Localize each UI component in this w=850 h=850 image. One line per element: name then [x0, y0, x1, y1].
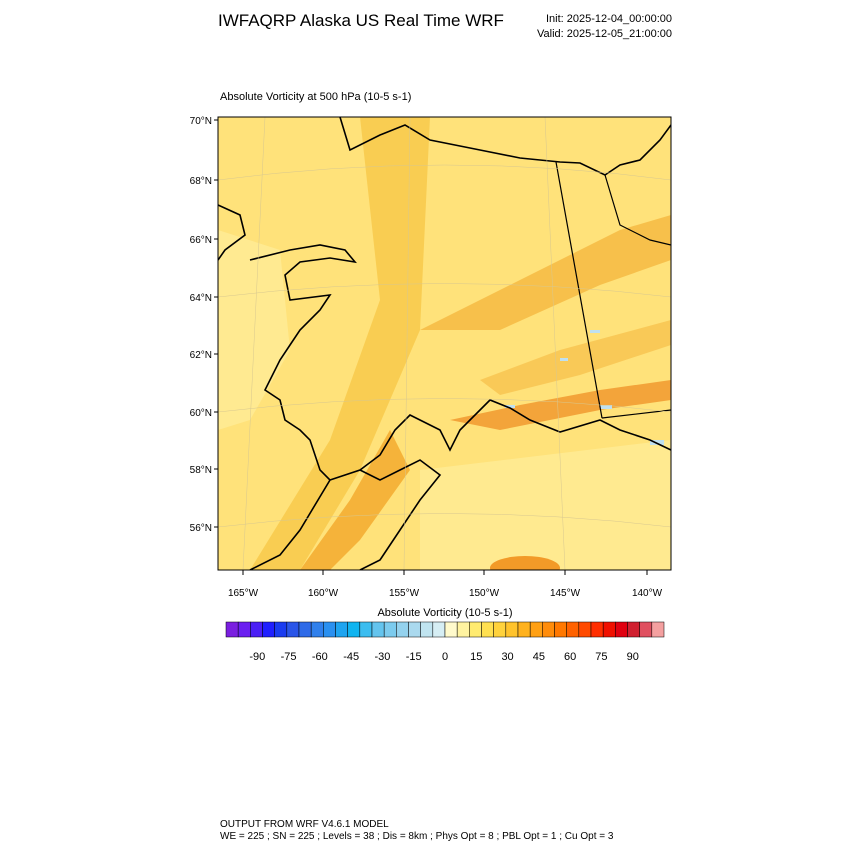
map-title: Absolute Vorticity at 500 hPa (10-5 s-1): [220, 91, 411, 103]
colorbar-swatch: [237, 621, 251, 638]
colorbar-swatch: [615, 621, 628, 638]
colorbar-swatch: [286, 621, 300, 638]
colorbar-swatch: [359, 621, 373, 638]
colorbar-tick-label: -90: [249, 651, 265, 663]
lat-label: 58°N: [190, 465, 212, 476]
colorbar-swatch: [456, 621, 470, 638]
lat-label: 62°N: [190, 350, 212, 361]
colorbar-swatch: [554, 621, 567, 638]
lat-label: 64°N: [190, 293, 212, 304]
colorbar-swatch: [651, 621, 665, 638]
colorbar-swatch: [517, 621, 531, 638]
colorbar-swatch: [566, 621, 580, 638]
colorbar-swatch: [602, 621, 616, 638]
colorbar-swatch: [323, 621, 336, 638]
colorbar-tick-label: -15: [406, 651, 422, 663]
colorbar-tick-label: 90: [627, 651, 639, 663]
footer-line: OUTPUT FROM WRF V4.6.1 MODEL: [220, 819, 389, 830]
colorbar-tick-label: 0: [442, 651, 448, 663]
colorbar-swatch: [493, 621, 507, 638]
colorbar-swatch: [396, 621, 409, 638]
colorbar-tick-label: 15: [470, 651, 482, 663]
colorbar-swatch: [347, 621, 361, 638]
lon-label: 145°W: [550, 588, 581, 599]
colorbar-tick-label: -45: [343, 651, 359, 663]
colorbar-swatch: [262, 621, 275, 638]
colorbar-tick-label: 60: [564, 651, 576, 663]
colorbar-tick-label: 30: [501, 651, 513, 663]
colorbar-swatch: [298, 621, 312, 638]
map-frame: [217, 116, 672, 571]
colorbar-swatch: [383, 621, 397, 638]
colorbar-tick-label: -30: [374, 651, 390, 663]
colorbar-swatch: [542, 621, 555, 638]
init-time: Init: 2025-12-04_00:00:00: [546, 13, 672, 25]
colorbar-swatch: [225, 621, 239, 638]
colorbar: -90 -75 -60 -45 -30 -15 0 15 30 45 60 75 90: [225, 621, 665, 663]
lat-label: 56°N: [190, 523, 212, 534]
colorbar-swatch: [590, 621, 604, 638]
colorbar-tick-label: -60: [312, 651, 328, 663]
colorbar-swatch: [408, 621, 421, 638]
colorbar-swatch: [529, 621, 543, 638]
title: IWFAQRP Alaska US Real Time WRF: [218, 11, 504, 30]
colorbar-swatch: [310, 621, 324, 638]
colorbar-swatch: [432, 621, 446, 638]
colorbar-swatch: [444, 621, 458, 638]
lat-label: 66°N: [190, 235, 212, 246]
colorbar-swatch: [639, 621, 653, 638]
colorbar-swatch: [481, 621, 494, 638]
colorbar-swatch: [469, 621, 482, 638]
colorbar-swatch: [420, 621, 434, 638]
colorbar-title: Absolute Vorticity (10-5 s-1): [377, 607, 512, 619]
lat-label: 68°N: [190, 176, 212, 187]
valid-time: Valid: 2025-12-05_21:00:00: [537, 28, 672, 40]
colorbar-tick-label: 45: [533, 651, 545, 663]
lon-label: 150°W: [469, 588, 500, 599]
map-field: [218, 117, 671, 570]
colorbar-swatch: [371, 621, 385, 638]
colorbar-swatch: [627, 621, 640, 638]
footer-line: WE = 225 ; SN = 225 ; Levels = 38 ; Dis …: [220, 831, 614, 842]
colorbar-swatch: [578, 621, 592, 638]
lon-label: 140°W: [632, 588, 663, 599]
lat-label: 70°N: [190, 116, 212, 127]
lon-label: 160°W: [308, 588, 339, 599]
lon-label: 165°W: [228, 588, 259, 599]
colorbar-swatch: [505, 621, 519, 638]
lat-labels: 70°N 68°N 66°N 64°N 62°N 60°N 58°N 56°N: [190, 116, 218, 534]
colorbar-swatch: [274, 621, 288, 638]
lon-label: 155°W: [389, 588, 420, 599]
colorbar-swatch: [335, 621, 348, 638]
colorbar-swatch: [250, 621, 263, 638]
colorbar-tick-label: 75: [595, 651, 607, 663]
lon-labels: 165°W 160°W 155°W 150°W 145°W 140°W: [228, 570, 663, 599]
colorbar-tick-label: -75: [281, 651, 297, 663]
lat-label: 60°N: [190, 408, 212, 419]
